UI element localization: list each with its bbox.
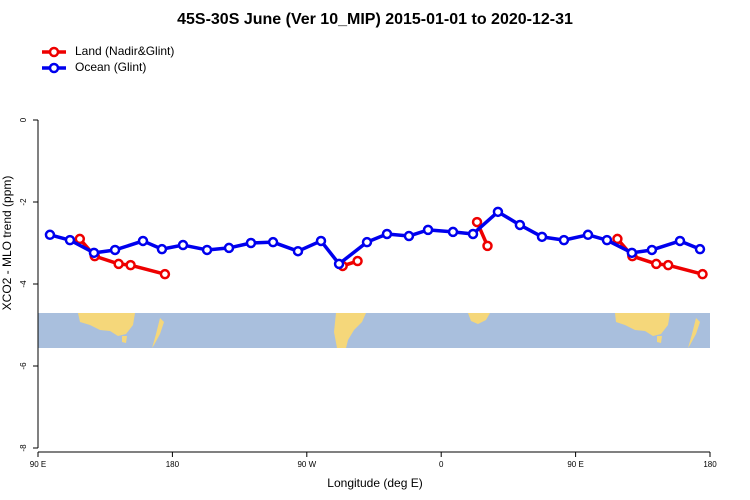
- data-point: [381, 228, 393, 240]
- data-point: [177, 239, 189, 251]
- y-tick-label: -2: [19, 198, 28, 206]
- data-point: [646, 244, 658, 256]
- legend-label: Ocean (Glint): [75, 60, 146, 74]
- data-point: [471, 216, 483, 228]
- data-point: [662, 259, 674, 271]
- land-africa: [468, 313, 490, 324]
- land-new-zealand: [688, 318, 700, 348]
- x-tick-label: 180: [166, 460, 180, 469]
- x-tick-label: 90 E: [567, 460, 583, 469]
- data-point: [558, 234, 570, 246]
- chart-title: 45S-30S June (Ver 10_MIP) 2015-01-01 to …: [177, 11, 573, 28]
- data-point: [125, 259, 136, 271]
- data-point: [159, 268, 171, 280]
- land-tasmania: [657, 336, 662, 343]
- data-point: [514, 219, 526, 231]
- x-tick-label: 90 E: [30, 460, 46, 469]
- data-point: [292, 245, 304, 257]
- data-point: [422, 224, 434, 236]
- y-axis-label: XCO2 - MLO trend (ppm): [0, 176, 14, 311]
- data-point: [467, 228, 479, 240]
- y-tick-label: -4: [19, 280, 28, 288]
- data-point: [245, 237, 257, 249]
- map-strip: [38, 313, 710, 348]
- x-axis-label: Longitude (deg E): [327, 476, 422, 490]
- data-point: [612, 233, 623, 245]
- y-tick-label: -8: [19, 444, 28, 452]
- data-point: [650, 258, 662, 270]
- data-point: [315, 235, 327, 247]
- x-tick-label: 90 W: [297, 460, 316, 469]
- legend-label: Land (Nadir&Glint): [75, 44, 174, 58]
- data-point: [626, 247, 638, 259]
- x-tick-label: 180: [703, 460, 717, 469]
- data-point: [267, 236, 279, 248]
- data-point: [492, 206, 504, 218]
- y-tick-label: -6: [19, 362, 28, 370]
- data-point: [403, 230, 415, 242]
- data-point: [694, 243, 706, 255]
- data-point: [64, 234, 76, 246]
- data-point: [137, 235, 149, 247]
- data-point: [482, 240, 493, 252]
- data-point: [44, 229, 56, 241]
- y-tick-label: 0: [19, 117, 28, 122]
- data-point: [223, 242, 235, 254]
- data-point: [201, 244, 213, 256]
- data-point: [113, 258, 124, 270]
- data-point: [109, 244, 121, 256]
- data-point: [582, 229, 594, 241]
- data-point: [156, 243, 168, 255]
- data-point: [674, 235, 686, 247]
- data-point: [601, 234, 613, 246]
- data-point: [536, 231, 548, 243]
- data-point: [697, 268, 708, 280]
- data-point: [352, 255, 363, 267]
- land-australia: [78, 313, 135, 336]
- data-point: [361, 236, 373, 248]
- ocean-background: [38, 313, 710, 348]
- legend-marker: [48, 62, 60, 74]
- land-south-america: [334, 313, 366, 348]
- x-tick-label: 0: [439, 460, 444, 469]
- data-point: [447, 226, 459, 238]
- land-tasmania: [122, 336, 127, 343]
- legend-marker: [48, 46, 60, 58]
- data-point: [88, 247, 100, 259]
- data-point: [333, 258, 345, 270]
- data-point: [74, 233, 86, 245]
- land-australia: [615, 313, 670, 336]
- land-new-zealand: [152, 318, 164, 348]
